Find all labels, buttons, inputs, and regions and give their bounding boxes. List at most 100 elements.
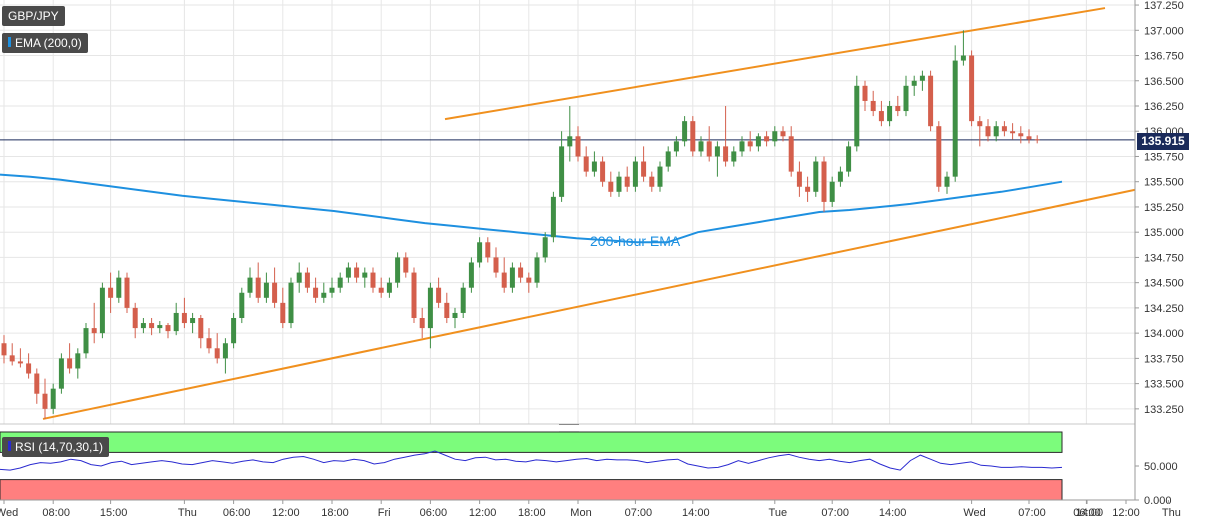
candle (633, 156, 638, 191)
candle (239, 288, 244, 323)
candle-body (977, 121, 982, 126)
candle-body (1018, 133, 1023, 136)
candle-body (379, 288, 384, 293)
rsi-legend[interactable]: RSI (14,70,30,1) (2, 437, 109, 457)
price-panel-background (0, 0, 1135, 424)
y-tick-label: 135.000 (1144, 227, 1184, 239)
candle-body (674, 141, 679, 151)
candle-body (116, 278, 121, 298)
candle-body (75, 353, 80, 368)
x-tick-label: Wed (963, 507, 985, 519)
candle-body (912, 81, 917, 86)
candle-body (600, 162, 605, 182)
candle-body (863, 86, 868, 101)
candle-body (592, 162, 597, 172)
rsi-tick-label: 50.000 (1144, 461, 1178, 473)
candle-body (444, 303, 449, 318)
candle-body (67, 358, 72, 368)
candle-body (231, 318, 236, 343)
candle-body (986, 126, 991, 136)
candle (125, 273, 130, 313)
candle (936, 121, 941, 192)
candle-body (190, 318, 195, 323)
candle-body (658, 167, 663, 187)
y-tick-label: 137.000 (1144, 25, 1184, 37)
candle-body (1035, 139, 1040, 140)
rsi-overbought-band (0, 432, 1062, 452)
candle-body (887, 106, 892, 121)
candle-body (994, 126, 999, 136)
ema-annotation: 200-hour EMA (590, 233, 680, 249)
candle-body (518, 268, 523, 278)
symbol-legend-label: GBP/JPY (8, 9, 59, 23)
candle (928, 71, 933, 132)
candle-body (256, 278, 261, 298)
x-tick-label: 12:00 (272, 507, 300, 519)
candle-body (453, 313, 458, 318)
candle-body (182, 313, 187, 323)
candle-body (18, 361, 23, 363)
y-tick-label: 133.500 (1144, 379, 1184, 391)
symbol-legend[interactable]: GBP/JPY (2, 6, 65, 26)
candle-body (166, 325, 171, 331)
x-tick-label: Fri (378, 507, 391, 519)
candle (469, 257, 474, 292)
y-tick-label: 135.500 (1144, 177, 1184, 189)
candle-body (846, 146, 851, 171)
candle-body (436, 288, 441, 303)
y-tick-label: 134.250 (1144, 303, 1184, 315)
y-tick-label: 136.750 (1144, 51, 1184, 63)
candle-body (469, 262, 474, 287)
x-tick-label: Tue (769, 507, 788, 519)
ema-legend-swatch (8, 37, 11, 47)
x-tick-label: 18:00 (518, 507, 546, 519)
candle (690, 116, 695, 156)
candle-body (346, 268, 351, 278)
candle-body (813, 162, 818, 192)
x-tick-label: 08:00 (42, 507, 70, 519)
candle-body (51, 389, 56, 409)
candle (953, 45, 958, 181)
ema-legend[interactable]: EMA (200,0) (2, 33, 88, 53)
candle-body (879, 111, 884, 121)
candle-body (239, 293, 244, 318)
candle-body (34, 374, 39, 394)
candle-body (740, 141, 745, 151)
candle-body (756, 136, 761, 146)
candle-body (141, 323, 146, 328)
x-tick-label: 14:00 (682, 507, 710, 519)
candle-body (100, 288, 105, 333)
candle-body (485, 242, 490, 257)
y-tick-label: 133.250 (1144, 404, 1184, 416)
candle-body (723, 146, 728, 161)
candle (813, 156, 818, 196)
candle-body (920, 76, 925, 81)
panel-resize-handle[interactable] (559, 424, 579, 432)
x-tick-label: Wed (0, 507, 18, 519)
x-tick-label: 06:00 (420, 507, 448, 519)
candle (854, 76, 859, 152)
candle-body (174, 313, 179, 331)
candle-body (748, 141, 753, 146)
candle-body (371, 273, 376, 288)
candle (84, 323, 89, 358)
candle-body (280, 303, 285, 323)
candle-body (272, 283, 277, 303)
candle-body (559, 146, 564, 196)
candle-body (92, 328, 97, 333)
candle-body (305, 273, 310, 288)
x-tick-label: 07:00 (1018, 507, 1046, 519)
candle-body (526, 278, 531, 283)
candle-body (420, 318, 425, 328)
candle-body (617, 177, 622, 192)
candle-body (961, 56, 966, 61)
candle-body (1002, 126, 1007, 131)
candle-body (649, 177, 654, 187)
candle-body (133, 308, 138, 328)
x-tick-label: Thu (178, 507, 197, 519)
candle-body (108, 288, 113, 298)
candle-body (936, 126, 941, 187)
x-tick-label: 12:00 (1112, 507, 1140, 519)
candle-body (567, 136, 572, 146)
